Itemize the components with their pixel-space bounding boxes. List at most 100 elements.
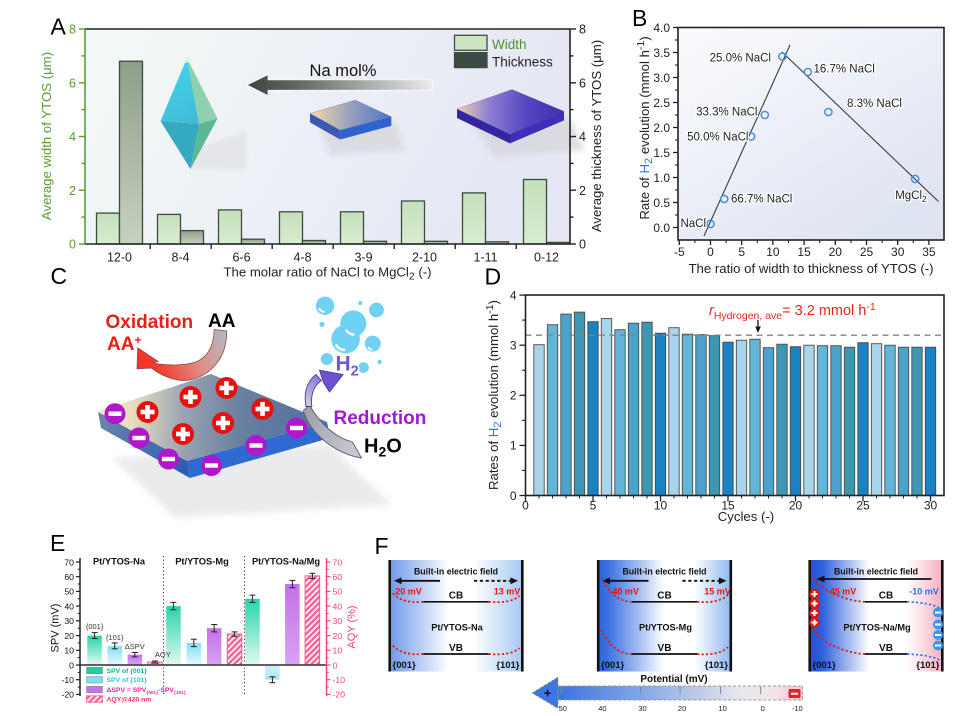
svg-text:-10: -10	[792, 704, 803, 713]
svg-text:The ratio of width to thicknes: The ratio of width to thickness of YTOS …	[688, 261, 933, 276]
svg-text:0.5: 0.5	[653, 196, 670, 210]
svg-text:20 mV: 20 mV	[395, 587, 422, 597]
svg-text:Average width of YTOS (μm): Average width of YTOS (μm)	[39, 52, 54, 220]
svg-text:10: 10	[654, 499, 668, 513]
svg-text:4: 4	[69, 130, 76, 144]
svg-text:AQY: AQY	[155, 650, 171, 659]
svg-text:0-12: 0-12	[534, 251, 559, 265]
svg-text:Pt/YTOS-Na/Mg: Pt/YTOS-Na/Mg	[843, 623, 910, 633]
svg-text:4: 4	[579, 130, 586, 144]
svg-text:40: 40	[598, 704, 606, 713]
svg-text:0.0: 0.0	[653, 221, 670, 235]
svg-text:10: 10	[64, 646, 74, 656]
svg-text:SPV (mV): SPV (mV)	[50, 604, 62, 653]
svg-text:10: 10	[766, 245, 780, 259]
svg-text:1.5: 1.5	[653, 146, 670, 160]
svg-text:0: 0	[510, 489, 517, 503]
svg-text:6-6: 6-6	[232, 251, 250, 265]
svg-text:30: 30	[333, 616, 343, 626]
svg-text:15: 15	[721, 499, 735, 513]
svg-text:60: 60	[333, 572, 343, 582]
svg-text:B: B	[632, 5, 647, 31]
svg-text:F: F	[375, 533, 389, 559]
svg-text:Na mol%: Na mol%	[310, 62, 377, 80]
svg-text:VB: VB	[449, 643, 463, 654]
svg-text:ΔSPV = SPV{001}-SPV{101}: ΔSPV = SPV{001}-SPV{101}	[107, 687, 186, 696]
svg-text:15: 15	[797, 245, 811, 259]
svg-text:25: 25	[860, 245, 874, 259]
svg-text:Oxidation: Oxidation	[106, 312, 194, 333]
svg-text:Rates of H2 evolution (mmol h-: Rates of H2 evolution (mmol h-1)	[484, 300, 504, 490]
svg-text:Pt/YTOS-Na/Mg: Pt/YTOS-Na/Mg	[252, 557, 320, 567]
svg-text:CB: CB	[879, 591, 893, 602]
svg-text:25.0% NaCl: 25.0% NaCl	[710, 53, 771, 65]
svg-text:3: 3	[510, 339, 517, 353]
svg-text:50: 50	[333, 587, 343, 597]
svg-text:D: D	[485, 264, 502, 290]
svg-text:2-10: 2-10	[412, 251, 437, 265]
svg-text:NaCl: NaCl	[680, 218, 706, 230]
svg-text:Pt/YTOS-Mg: Pt/YTOS-Mg	[639, 623, 692, 633]
svg-text:MgCl2: MgCl2	[895, 190, 927, 204]
svg-text:3.0: 3.0	[653, 71, 670, 85]
svg-text:3.5: 3.5	[653, 46, 670, 60]
svg-text:40 mV: 40 mV	[612, 587, 639, 597]
svg-text:50: 50	[559, 704, 567, 713]
svg-text:4: 4	[510, 288, 517, 302]
svg-text:30: 30	[924, 499, 938, 513]
svg-text:Built-in electric field: Built-in electric field	[834, 567, 918, 577]
svg-text:40: 40	[333, 601, 343, 611]
svg-text:1: 1	[510, 439, 517, 453]
svg-text:E: E	[50, 530, 65, 556]
svg-text:66.7% NaCl: 66.7% NaCl	[731, 194, 792, 206]
svg-text:Pt/YTOS-Na: Pt/YTOS-Na	[431, 623, 483, 633]
svg-text:70: 70	[64, 557, 74, 567]
svg-text:VB: VB	[658, 643, 672, 654]
svg-text:0: 0	[522, 499, 529, 513]
svg-text:-20: -20	[61, 690, 74, 700]
svg-text:-10: -10	[61, 675, 74, 685]
svg-text:40: 40	[64, 601, 74, 611]
svg-text:35: 35	[922, 245, 936, 259]
svg-text:5: 5	[738, 245, 745, 259]
svg-text:50: 50	[64, 587, 74, 597]
svg-text:0: 0	[69, 660, 74, 670]
svg-text:4-8: 4-8	[293, 251, 311, 265]
svg-text:2.5: 2.5	[653, 96, 670, 110]
svg-text:SPV of {001}: SPV of {001}	[107, 668, 148, 675]
svg-text:-5: -5	[674, 245, 685, 259]
svg-text:Rate of H2 evolution (mmol h-1: Rate of H2 evolution (mmol h-1)	[635, 36, 655, 219]
svg-text:15 mV: 15 mV	[704, 587, 731, 597]
svg-text:0: 0	[579, 238, 586, 252]
svg-text:20: 20	[333, 631, 343, 641]
svg-text:{101}: {101}	[106, 633, 124, 642]
svg-text:{101}: {101}	[496, 660, 520, 671]
svg-text:2.0: 2.0	[653, 121, 670, 135]
svg-text:-10 mV: -10 mV	[909, 587, 939, 597]
svg-text:AQY (%): AQY (%)	[346, 605, 358, 648]
svg-text:0: 0	[333, 660, 338, 670]
svg-text:-10: -10	[333, 675, 346, 685]
svg-text:AA+: AA+	[107, 333, 141, 355]
svg-text:Pt/YTOS-Mg: Pt/YTOS-Mg	[175, 557, 229, 567]
svg-text:Potential (mV): Potential (mV)	[640, 674, 707, 685]
svg-text:H2: H2	[336, 353, 359, 380]
svg-text:5: 5	[590, 499, 597, 513]
svg-text:CB: CB	[657, 591, 671, 602]
svg-text:8-4: 8-4	[171, 251, 189, 265]
svg-text:20: 20	[829, 245, 843, 259]
svg-text:3-9: 3-9	[354, 251, 372, 265]
svg-text:1-11: 1-11	[473, 251, 497, 265]
svg-text:{001}: {001}	[601, 660, 625, 671]
svg-text:20: 20	[64, 631, 74, 641]
svg-text:45 mV: 45 mV	[830, 587, 857, 597]
svg-text:Width: Width	[492, 37, 527, 52]
svg-text:25: 25	[856, 499, 870, 513]
svg-text:VB: VB	[879, 643, 893, 654]
svg-text:AQY@420 nm: AQY@420 nm	[107, 697, 152, 704]
svg-text:20: 20	[678, 704, 686, 713]
svg-text:Thickness: Thickness	[492, 55, 553, 70]
svg-text:0: 0	[761, 704, 765, 713]
svg-text:rHydrogen, ave= 3.2 mmol h-1: rHydrogen, ave= 3.2 mmol h-1	[709, 301, 876, 322]
svg-text:-20: -20	[333, 690, 346, 700]
